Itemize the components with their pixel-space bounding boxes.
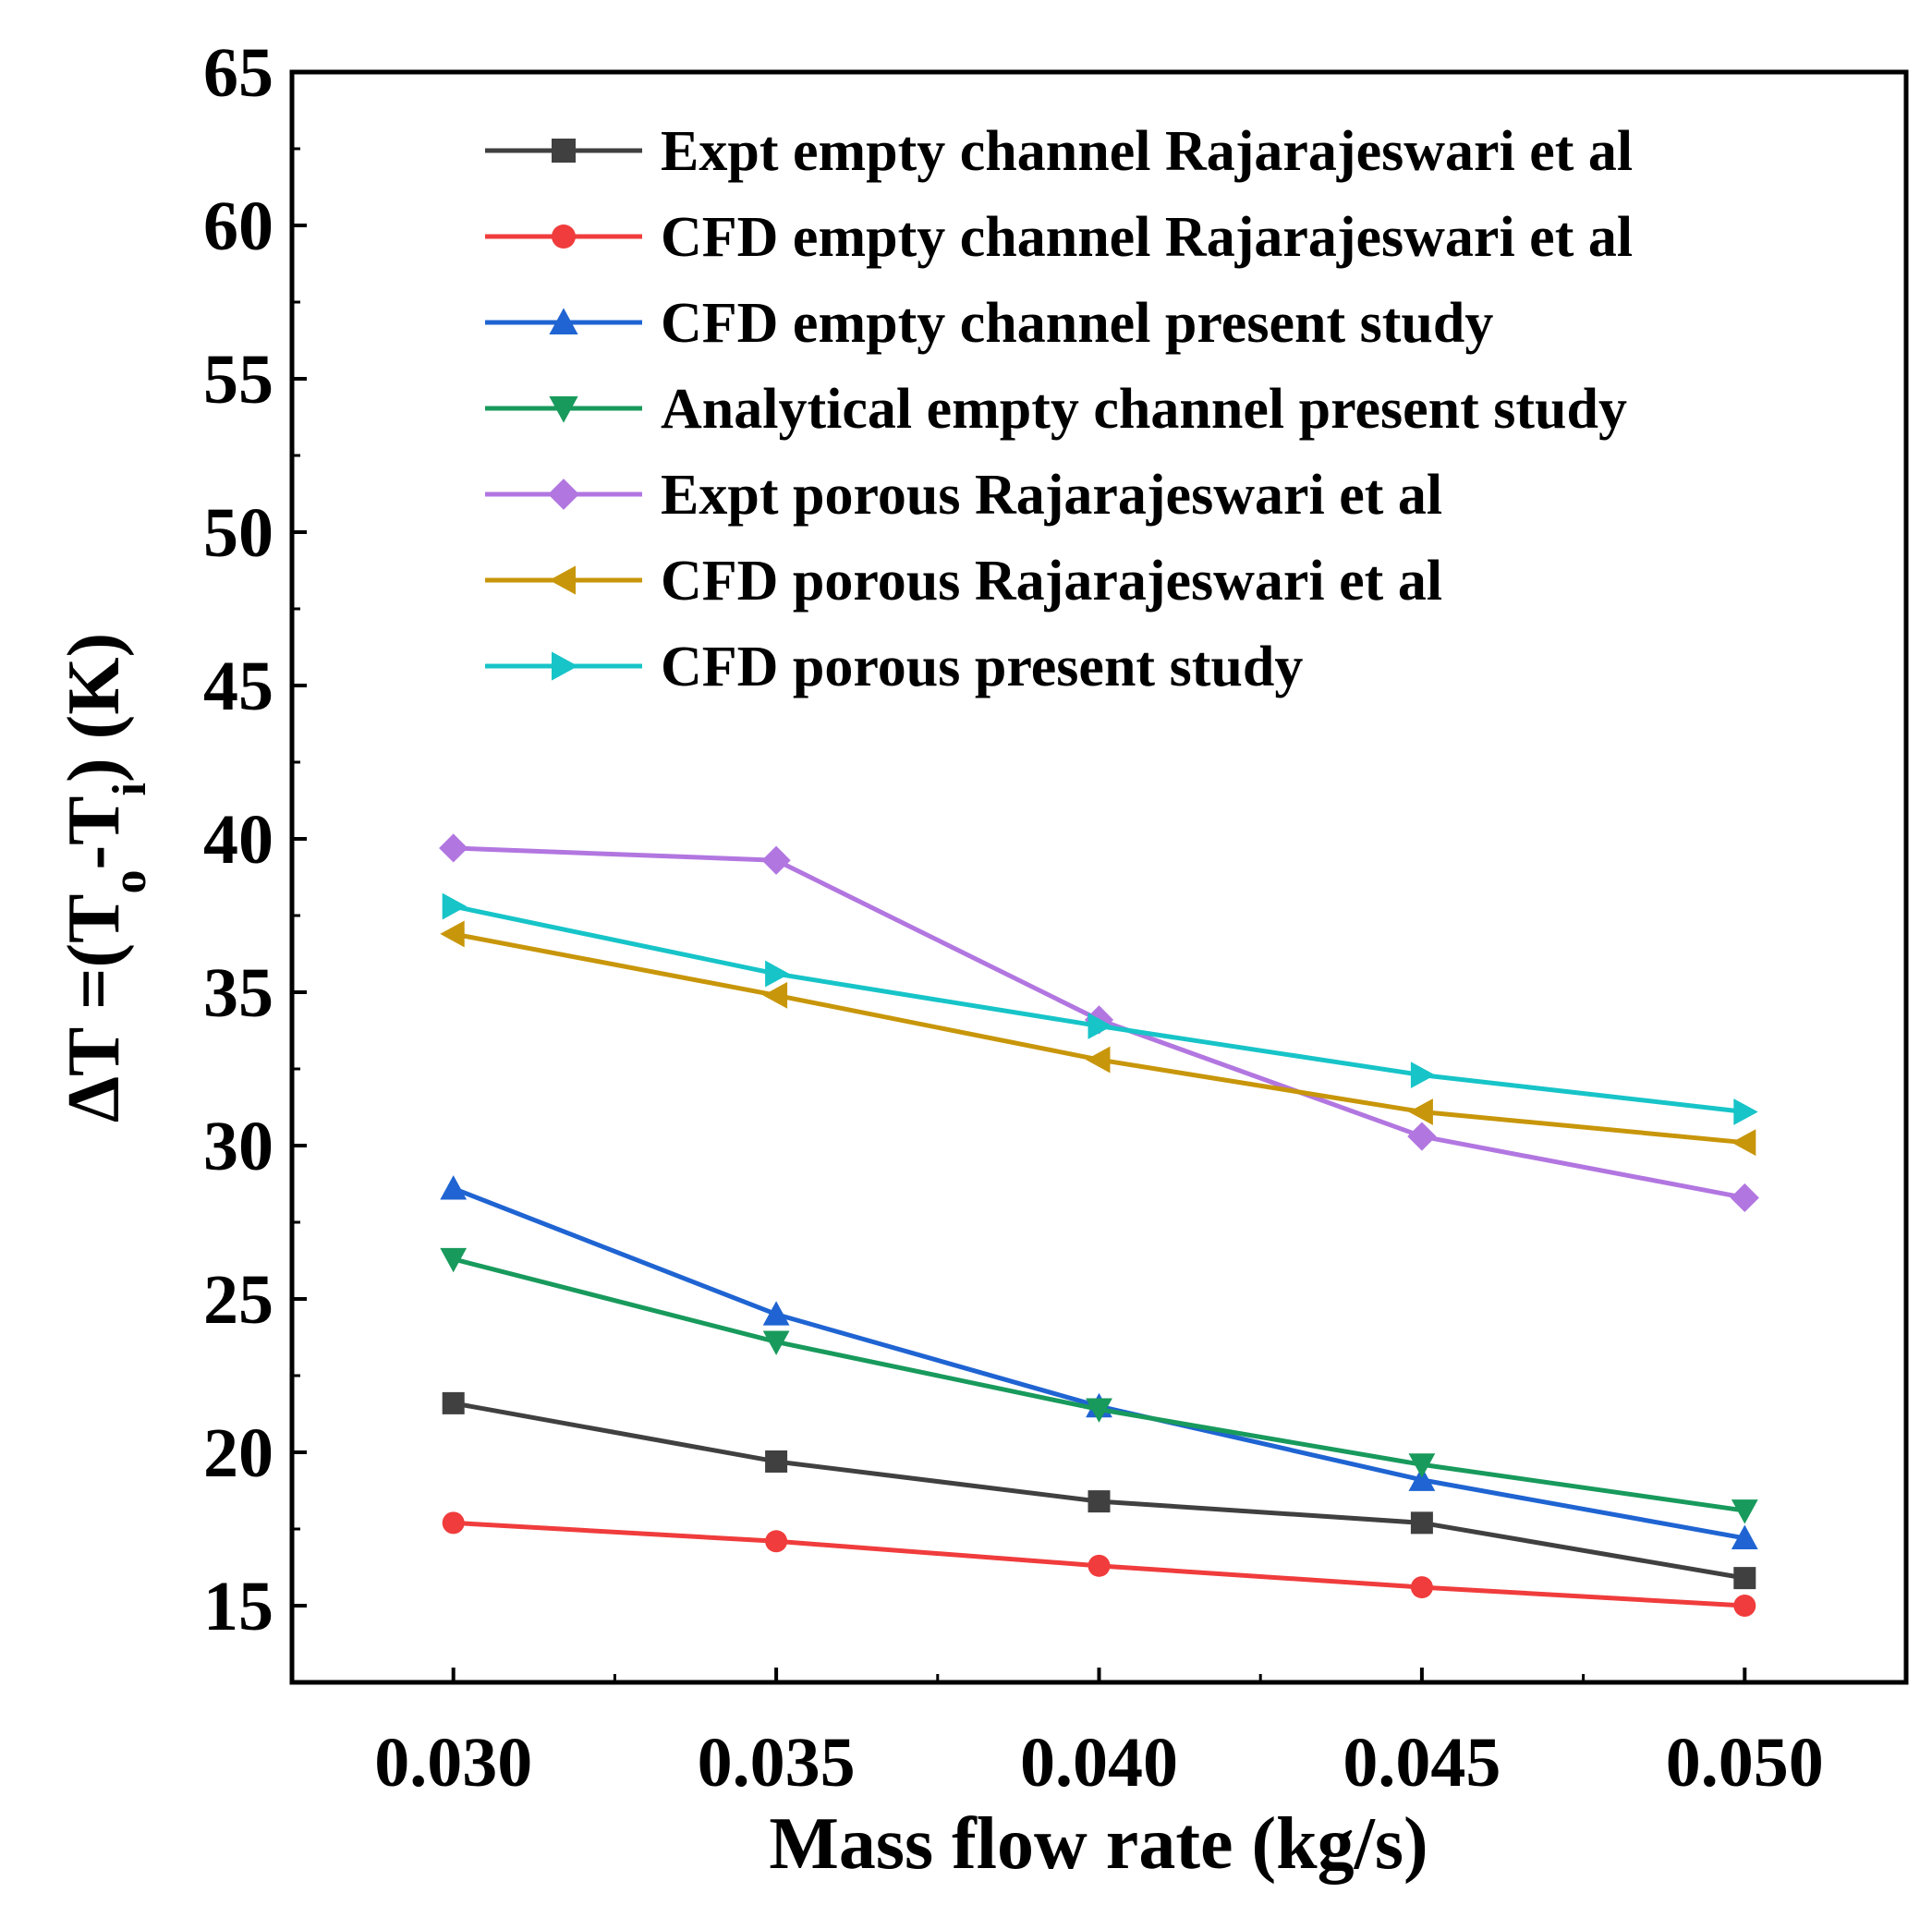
- data-point: [442, 1391, 465, 1414]
- x-tick-label: 0.045: [1343, 1724, 1501, 1802]
- y-tick-label: 45: [203, 648, 273, 725]
- data-point: [1731, 1499, 1758, 1524]
- data-point: [1730, 1183, 1759, 1213]
- y-axis-title: ΔT =(To-Ti) (K): [54, 633, 156, 1122]
- data-point: [1733, 1595, 1756, 1617]
- y-axis-title-suffix: ) (K): [54, 633, 135, 783]
- data-point: [762, 1301, 790, 1326]
- legend: Expt empty channel Rajarajeswari et al CF…: [485, 120, 1633, 698]
- legend-label: CFD empty channel Rajarajeswari et al: [661, 206, 1633, 269]
- y-axis-title-mid: -T: [54, 795, 135, 869]
- series-layer: [439, 833, 1759, 1617]
- legend-label: Expt porous Rajarajeswari et al: [661, 464, 1442, 527]
- legend-item: Analytical empty channel present study: [485, 378, 1627, 441]
- y-tick-label: 30: [203, 1108, 273, 1185]
- series-line: [453, 931, 1745, 1146]
- data-point: [1086, 1398, 1112, 1423]
- data-point: [1407, 1122, 1437, 1151]
- legend-label: CFD porous present study: [661, 636, 1303, 698]
- data-point: [1088, 1490, 1111, 1513]
- data-point: [765, 1530, 788, 1553]
- legend-item: CFD porous Rajarajeswari et al: [485, 550, 1442, 613]
- legend-marker: [552, 139, 576, 163]
- y-tick-label: 35: [203, 954, 273, 1032]
- legend-marker: [552, 651, 578, 681]
- data-point: [440, 920, 465, 948]
- data-point: [1733, 1567, 1756, 1590]
- data-point: [1410, 1576, 1433, 1599]
- y-axis-title-prefix: ΔT =(T: [54, 893, 135, 1122]
- data-point: [1731, 1129, 1756, 1157]
- data-point: [442, 1511, 465, 1535]
- legend-item: CFD porous present study: [485, 636, 1303, 698]
- x-axis-title: Mass flow rate (kg/s): [769, 1803, 1428, 1885]
- legend-item: CFD empty channel Rajarajeswari et al: [485, 206, 1633, 269]
- data-point: [1410, 1511, 1433, 1535]
- data-point: [1410, 1062, 1436, 1089]
- legend-item: Expt porous Rajarajeswari et al: [485, 464, 1442, 527]
- data-point: [1408, 1453, 1436, 1478]
- data-point: [762, 1330, 790, 1355]
- y-tick-label: 65: [203, 34, 273, 112]
- series-7: [442, 892, 1758, 1125]
- y-tick-label: 60: [203, 188, 273, 265]
- data-point: [1088, 1013, 1112, 1039]
- x-tick-label: 0.030: [374, 1724, 532, 1802]
- series-6: [440, 920, 1756, 1157]
- legend-label: CFD empty channel present study: [661, 292, 1493, 355]
- data-point: [440, 1175, 468, 1200]
- series-4: [440, 1247, 1758, 1524]
- data-point: [442, 892, 468, 920]
- y-axis-title-sub-o: o: [103, 869, 156, 893]
- y-tick-label: 40: [203, 801, 273, 879]
- data-point: [762, 981, 788, 1009]
- data-point: [1733, 1098, 1758, 1125]
- y-axis-title-sub-i: i: [103, 783, 156, 795]
- legend-item: CFD empty channel present study: [485, 292, 1493, 355]
- y-tick-label: 15: [203, 1568, 273, 1645]
- legend-marker: [549, 308, 578, 334]
- legend-marker: [548, 479, 579, 510]
- series-2: [442, 1511, 1756, 1617]
- data-point: [440, 1247, 468, 1273]
- series-line: [453, 1256, 1745, 1513]
- y-tick-label: 20: [203, 1414, 273, 1492]
- x-tick-label: 0.040: [1020, 1724, 1178, 1802]
- y-tick-label: 50: [203, 494, 273, 572]
- series-line: [452, 1186, 1745, 1541]
- data-point: [1408, 1466, 1436, 1491]
- data-point: [1731, 1524, 1758, 1549]
- data-point: [1088, 1554, 1111, 1577]
- legend-marker: [549, 565, 576, 595]
- data-point: [765, 960, 790, 988]
- data-point: [1408, 1098, 1433, 1125]
- x-axis-ticks: 0.030 0.035 0.040 0.045 0.050: [374, 1668, 1824, 1802]
- data-point: [761, 845, 791, 875]
- legend-item: Expt empty channel Rajarajeswari et al: [485, 120, 1633, 183]
- legend-label: CFD porous Rajarajeswari et al: [661, 550, 1442, 613]
- legend-marker: [549, 396, 578, 423]
- y-axis-ticks: 15 20 25 30 35 40 45 50 55 60 65: [203, 34, 307, 1684]
- y-tick-label: 25: [203, 1261, 273, 1339]
- data-point: [439, 833, 468, 863]
- legend-marker: [552, 224, 576, 249]
- legend-label: Expt empty channel Rajarajeswari et al: [661, 120, 1633, 183]
- x-tick-label: 0.050: [1666, 1724, 1824, 1802]
- legend-label: Analytical empty channel present study: [661, 378, 1627, 441]
- data-point: [765, 1450, 788, 1473]
- x-tick-label: 0.035: [698, 1724, 856, 1802]
- y-tick-label: 55: [203, 341, 273, 419]
- data-point: [1086, 1046, 1111, 1074]
- series-1: [442, 1391, 1756, 1590]
